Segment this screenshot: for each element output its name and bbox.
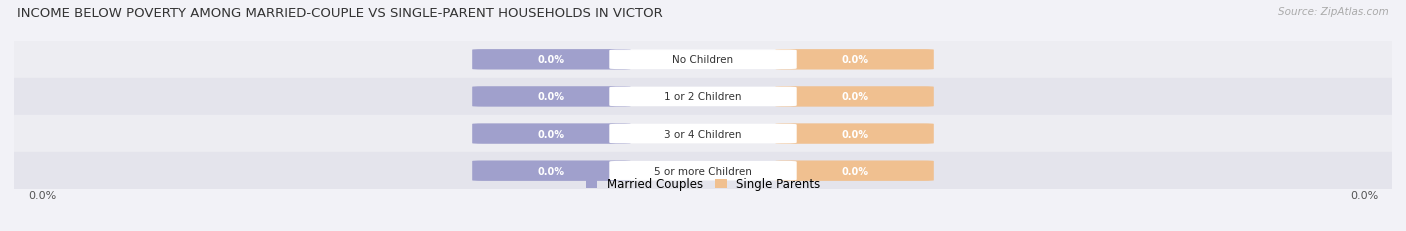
Text: 0.0%: 0.0% [538, 55, 565, 65]
Text: No Children: No Children [672, 55, 734, 65]
FancyBboxPatch shape [775, 161, 934, 181]
FancyBboxPatch shape [610, 88, 796, 106]
Text: 0.0%: 0.0% [841, 92, 868, 102]
Text: 0.0%: 0.0% [841, 55, 868, 65]
FancyBboxPatch shape [610, 125, 796, 143]
FancyBboxPatch shape [472, 50, 631, 70]
Text: 3 or 4 Children: 3 or 4 Children [664, 129, 742, 139]
Text: 0.0%: 0.0% [841, 129, 868, 139]
Text: 0.0%: 0.0% [538, 92, 565, 102]
Bar [14, 116, 1392, 152]
FancyBboxPatch shape [472, 87, 631, 107]
Text: 5 or more Children: 5 or more Children [654, 166, 752, 176]
Legend: Married Couples, Single Parents: Married Couples, Single Parents [581, 173, 825, 195]
Bar [14, 42, 1392, 79]
FancyBboxPatch shape [472, 161, 631, 181]
FancyBboxPatch shape [610, 51, 796, 69]
Text: 0.0%: 0.0% [1350, 190, 1378, 200]
FancyBboxPatch shape [775, 87, 934, 107]
Text: 1 or 2 Children: 1 or 2 Children [664, 92, 742, 102]
Text: Source: ZipAtlas.com: Source: ZipAtlas.com [1278, 7, 1389, 17]
FancyBboxPatch shape [610, 162, 796, 180]
Text: 0.0%: 0.0% [538, 129, 565, 139]
Bar [14, 79, 1392, 116]
FancyBboxPatch shape [472, 124, 631, 144]
Text: 0.0%: 0.0% [841, 166, 868, 176]
Bar [14, 152, 1392, 189]
Text: INCOME BELOW POVERTY AMONG MARRIED-COUPLE VS SINGLE-PARENT HOUSEHOLDS IN VICTOR: INCOME BELOW POVERTY AMONG MARRIED-COUPL… [17, 7, 662, 20]
Text: 0.0%: 0.0% [28, 190, 56, 200]
Text: 0.0%: 0.0% [538, 166, 565, 176]
FancyBboxPatch shape [775, 50, 934, 70]
FancyBboxPatch shape [775, 124, 934, 144]
